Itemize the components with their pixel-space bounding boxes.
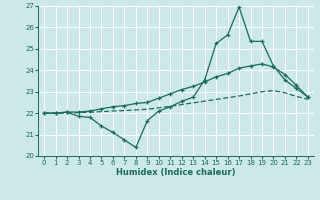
X-axis label: Humidex (Indice chaleur): Humidex (Indice chaleur) (116, 168, 236, 177)
